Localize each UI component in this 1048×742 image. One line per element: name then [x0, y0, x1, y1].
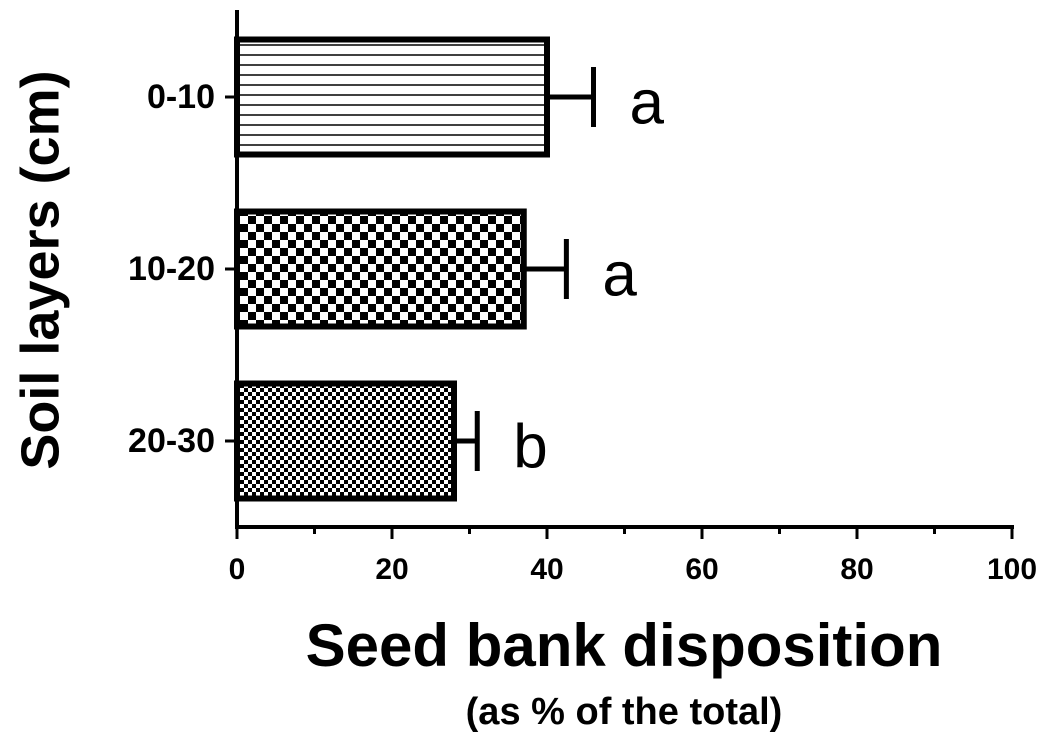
x-tick-label: 80 [840, 553, 873, 586]
y-tick-label: 0-10 [147, 78, 215, 116]
x-tick-label: 100 [987, 553, 1037, 586]
annotation: b [513, 412, 547, 481]
annotation: a [630, 68, 665, 137]
annotation: a [602, 240, 637, 309]
bar [234, 36, 550, 158]
y-axis-label: Soil layers (cm) [10, 70, 70, 469]
x-tick-label: 40 [530, 553, 563, 586]
x-tick-label: 60 [685, 553, 718, 586]
y-tick-label: 10-20 [128, 250, 215, 288]
bar [234, 380, 457, 502]
x-tick-label: 20 [375, 553, 408, 586]
y-tick-label: 20-30 [128, 422, 215, 460]
x-axis-label: Seed bank disposition [306, 612, 943, 679]
bar [234, 208, 527, 330]
x-axis-note: (as % of the total) [466, 691, 783, 733]
x-tick-label: 0 [229, 553, 246, 586]
